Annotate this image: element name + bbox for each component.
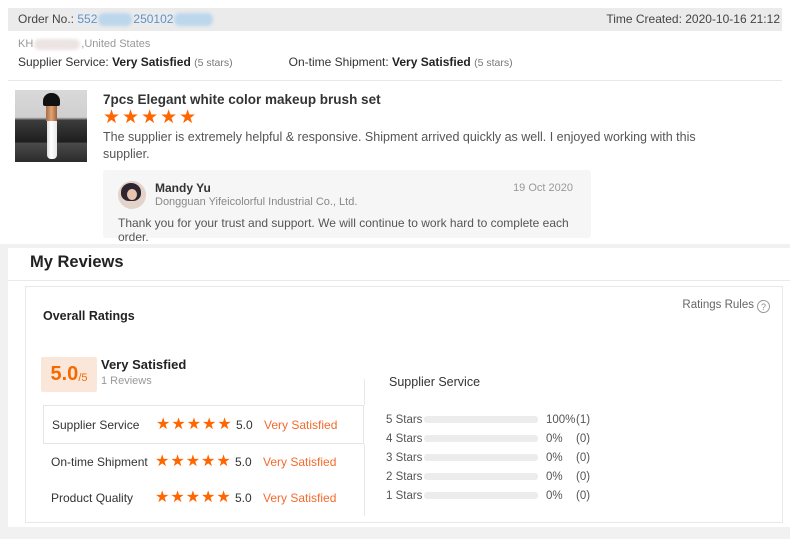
star-distribution: 5 Stars 100% (1) 4 Stars 0% (0) 3 Stars …: [386, 410, 646, 505]
distribution-row-3-stars: 3 Stars 0% (0): [386, 451, 591, 464]
category-row-supplier-service[interactable]: Supplier Service ★★★★★ 5.0 Very Satisfie…: [43, 405, 364, 444]
distribution-row-5-stars: 5 Stars 100% (1): [386, 413, 591, 426]
brush-ferrule: [46, 106, 57, 121]
overall-score-label: Very Satisfied: [101, 357, 187, 372]
bar-track: [424, 416, 538, 423]
time-created: Time Created: 2020-10-16 21:12: [606, 12, 780, 26]
bar-track: [424, 473, 538, 480]
category-row-on-time-shipment[interactable]: On-time Shipment ★★★★★ 5.0 Very Satisfie…: [51, 453, 337, 470]
order-number-label: Order No.:: [18, 12, 75, 26]
category-row-product-quality[interactable]: Product Quality ★★★★★ 5.0 Very Satisfied: [51, 489, 337, 506]
avatar: [118, 181, 146, 209]
order-review-card: Order No.: 552 250102 Time Created: 2020-…: [0, 0, 790, 244]
stars-icon: ★★★★★: [155, 453, 232, 470]
bar-track: [424, 435, 538, 442]
overall-ratings-label: Overall Ratings: [43, 309, 135, 323]
product-image[interactable]: [15, 90, 87, 162]
order-header-bar: Order No.: 552 250102 Time Created: 2020-…: [8, 8, 782, 31]
column-divider: [364, 444, 365, 516]
bar-track: [424, 492, 538, 499]
stars-icon: ★★★★★: [155, 489, 232, 506]
help-circle-icon[interactable]: ?: [757, 300, 770, 313]
order-number-line: Order No.: 552 250102: [18, 8, 214, 31]
column-divider: [364, 379, 365, 405]
review-stars-icon: ★★★★★: [103, 107, 199, 128]
overall-ratings-panel: Overall Ratings Ratings Rules? 5.0 /5 Ve…: [25, 286, 783, 523]
redaction-blur: [174, 13, 214, 27]
distribution-row-1-stars: 1 Stars 0% (0): [386, 489, 591, 502]
overall-score-value: 5.0: [50, 363, 79, 385]
bar-track: [424, 454, 538, 461]
brush-bristles: [43, 93, 60, 106]
reply-company: Dongguan Yifeicolorful Industrial Co., L…: [155, 196, 358, 208]
supplier-reply-box: Mandy Yu Dongguan Yifeicolorful Industri…: [103, 170, 591, 244]
overall-score-denominator: /5: [78, 371, 88, 384]
reply-text: Thank you for your trust and support. We…: [118, 216, 569, 244]
buyer-info: KH ,United States: [18, 38, 150, 50]
brush-handle: [46, 121, 57, 159]
distribution-row-4-stars: 4 Stars 0% (0): [386, 432, 591, 445]
reply-author: Mandy Yu: [155, 181, 211, 195]
ratings-rules-link[interactable]: Ratings Rules?: [682, 299, 770, 313]
buyer-rating-summary: Supplier Service: Very Satisfied (5 star…: [18, 55, 513, 69]
redaction-blur: [34, 38, 81, 50]
page-title: My Reviews: [30, 253, 124, 271]
overall-reviews-count: 1 Reviews: [101, 375, 152, 387]
review-text: The supplier is extremely helpful & resp…: [103, 130, 696, 161]
distribution-title: Supplier Service: [389, 375, 481, 389]
buyer-name: KH: [18, 38, 34, 50]
stars-icon: ★★★★★: [156, 415, 233, 433]
title-underline: [8, 280, 790, 281]
order-number-link[interactable]: 552 250102: [77, 12, 214, 27]
buyer-location: ,United States: [81, 38, 151, 50]
product-title[interactable]: 7pcs Elegant white color makeup brush se…: [103, 92, 381, 107]
distribution-row-2-stars: 2 Stars 0% (0): [386, 470, 591, 483]
supplier-service-rating: Supplier Service: Very Satisfied (5 star…: [18, 55, 233, 69]
on-time-shipment-rating: On-time Shipment: Very Satisfied (5 star…: [288, 55, 513, 69]
section-divider: [8, 80, 782, 81]
overall-score-badge: 5.0 /5: [41, 357, 97, 392]
my-reviews-card: My Reviews Overall Ratings Ratings Rules…: [8, 248, 790, 527]
redaction-blur: [98, 13, 133, 27]
reply-date: 19 Oct 2020: [513, 182, 573, 194]
